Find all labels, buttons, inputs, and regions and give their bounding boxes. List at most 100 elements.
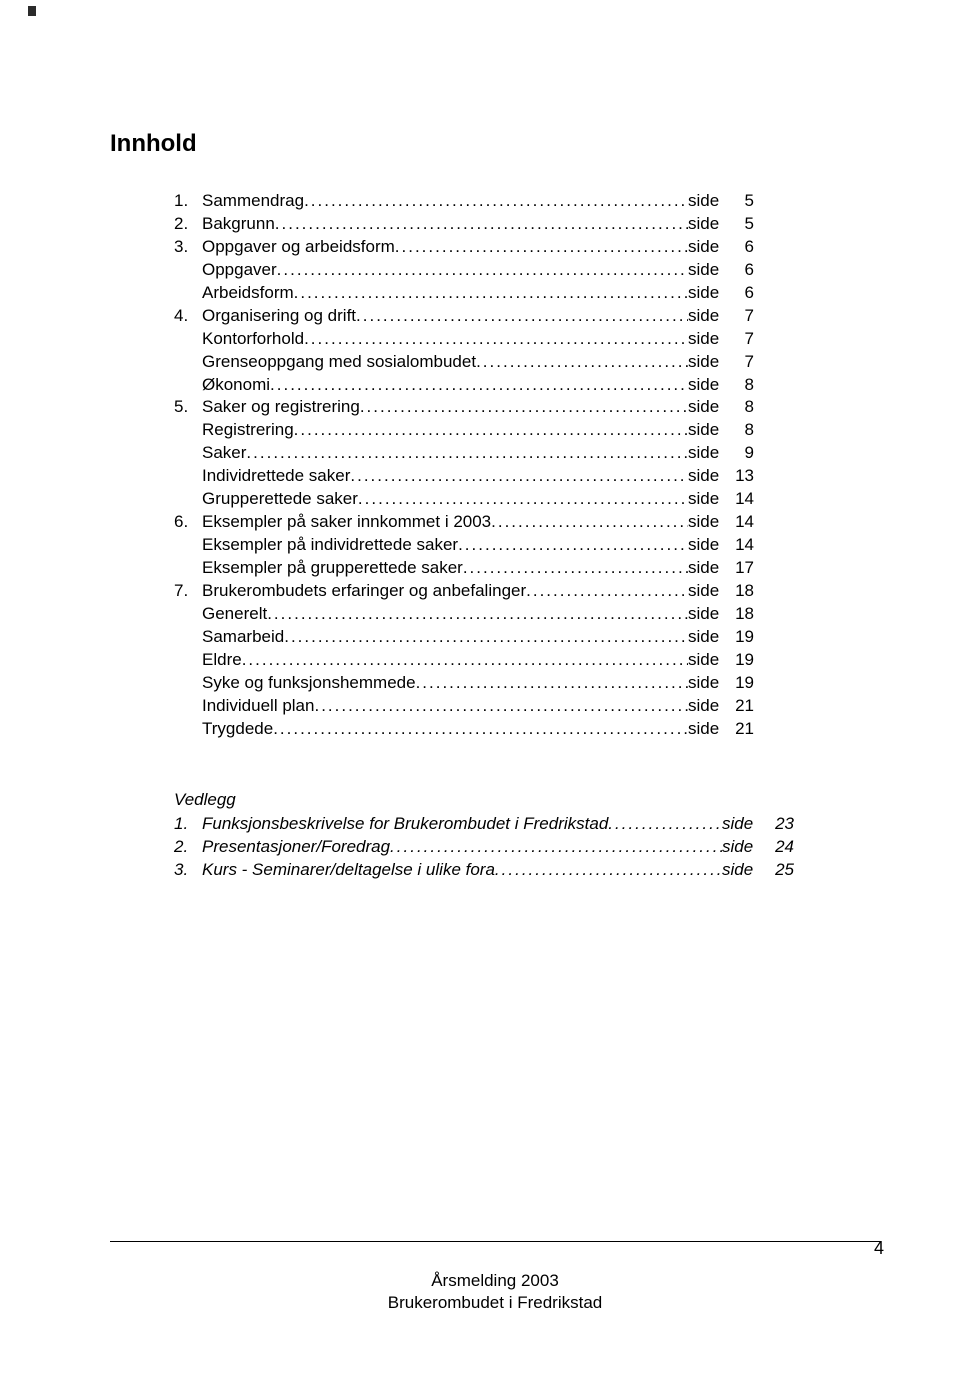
page-number: 4	[874, 1238, 884, 1259]
appendix-page-number: 23	[762, 813, 794, 836]
toc-label-wrap: Eldre	[202, 649, 688, 672]
appendix-number: 2.	[174, 836, 202, 859]
toc-label: Brukerombudets erfaringer og anbefalinge…	[202, 580, 526, 603]
toc-page-number: 14	[728, 534, 754, 557]
toc-label: Eksempler på individrettede saker	[202, 534, 458, 557]
toc-page-number: 19	[728, 672, 754, 695]
toc-page-number: 21	[728, 718, 754, 741]
toc-leader-dots	[395, 236, 688, 259]
toc-side-label: side	[688, 488, 728, 511]
toc-side-label: side	[688, 580, 728, 603]
toc-page-number: 7	[728, 305, 754, 328]
toc-label-wrap: Syke og funksjonshemmede	[202, 672, 688, 695]
appendix-row: 1.Funksjonsbeskrivelse for Brukerombudet…	[174, 813, 794, 836]
toc-label-wrap: Kontorforhold	[202, 328, 688, 351]
toc-page-number: 5	[728, 213, 754, 236]
appendix-row: 2.Presentasjoner/Foredragside24	[174, 836, 794, 859]
toc-side-label: side	[688, 465, 728, 488]
toc-side-label: side	[688, 236, 728, 259]
toc-row: Eksempler på grupperettede saker side17	[174, 557, 754, 580]
toc-row: 6.Eksempler på saker innkommet i 2003sid…	[174, 511, 754, 534]
appendix-list: 1.Funksjonsbeskrivelse for Brukerombudet…	[174, 813, 850, 882]
toc-page-number: 14	[728, 488, 754, 511]
appendix-label-wrap: Funksjonsbeskrivelse for Brukerombudet i…	[202, 813, 722, 836]
toc-label: Oppgaver	[202, 259, 277, 282]
toc-row: Grupperettede saker side14	[174, 488, 754, 511]
toc-page-number: 7	[728, 351, 754, 374]
toc-side-label: side	[688, 534, 728, 557]
toc-side-label: side	[688, 419, 728, 442]
toc-leader-dots	[526, 580, 688, 603]
page-footer: 4 Årsmelding 2003 Brukerombudet i Fredri…	[110, 1241, 880, 1314]
toc-row: Individuell planside21	[174, 695, 754, 718]
toc-leader-dots	[275, 213, 688, 236]
toc-row: 3.Oppgaver og arbeidsform side6	[174, 236, 754, 259]
table-of-contents: 1.Sammendragside52.Bakgrunnside53.Oppgav…	[174, 190, 850, 741]
toc-label: Sammendrag	[202, 190, 304, 213]
toc-number: 4.	[174, 305, 202, 328]
toc-label-wrap: Eksempler på individrettede saker	[202, 534, 688, 557]
toc-page-number: 17	[728, 557, 754, 580]
toc-label-wrap: Saker og registrering	[202, 396, 688, 419]
toc-number: 3.	[174, 236, 202, 259]
toc-label-wrap: Organisering og drift	[202, 305, 688, 328]
toc-row: Eldreside19	[174, 649, 754, 672]
toc-leader-dots	[416, 672, 688, 695]
toc-label-wrap: Sammendrag	[202, 190, 688, 213]
toc-side-label: side	[688, 695, 728, 718]
footer-line-1: Årsmelding 2003	[110, 1270, 880, 1292]
toc-row: Arbeidsformside6	[174, 282, 754, 305]
toc-label: Trygdede	[202, 718, 273, 741]
toc-side-label: side	[688, 374, 728, 397]
toc-leader-dots	[314, 695, 688, 718]
toc-side-label: side	[688, 603, 728, 626]
toc-row: Syke og funksjonshemmedeside19	[174, 672, 754, 695]
toc-page-number: 6	[728, 259, 754, 282]
toc-leader-dots	[284, 626, 688, 649]
toc-side-label: side	[688, 282, 728, 305]
toc-label: Eldre	[202, 649, 242, 672]
appendix-title: Vedlegg	[174, 789, 850, 812]
toc-page-number: 7	[728, 328, 754, 351]
appendix-label: Funksjonsbeskrivelse for Brukerombudet i…	[202, 813, 608, 836]
document-page: Innhold 1.Sammendragside52.Bakgrunnside5…	[0, 0, 960, 1384]
toc-label: Saker og registrering	[202, 396, 360, 419]
appendix-row: 3.Kurs - Seminarer/deltagelse i ulike fo…	[174, 859, 794, 882]
appendix-page-number: 25	[762, 859, 794, 882]
toc-page-number: 14	[728, 511, 754, 534]
appendix-label-wrap: Kurs - Seminarer/deltagelse i ulike fora	[202, 859, 722, 882]
appendix-leader-dots	[390, 836, 722, 859]
toc-label: Individuell plan	[202, 695, 314, 718]
toc-label: Grupperettede saker	[202, 488, 358, 511]
toc-page-number: 6	[728, 236, 754, 259]
toc-label: Eksempler på grupperettede saker	[202, 557, 463, 580]
appendix-label-wrap: Presentasjoner/Foredrag	[202, 836, 722, 859]
toc-row: Kontorforholdside7	[174, 328, 754, 351]
toc-side-label: side	[688, 396, 728, 419]
toc-label: Eksempler på saker innkommet i 2003	[202, 511, 491, 534]
toc-side-label: side	[688, 626, 728, 649]
footer-text: Årsmelding 2003 Brukerombudet i Fredriks…	[110, 1270, 880, 1314]
toc-side-label: side	[688, 649, 728, 672]
toc-row: 4.Organisering og driftside7	[174, 305, 754, 328]
toc-row: 1.Sammendragside5	[174, 190, 754, 213]
toc-label-wrap: Registrering	[202, 419, 688, 442]
toc-row: Individrettede sakerside13	[174, 465, 754, 488]
toc-label: Økonomi	[202, 374, 270, 397]
toc-page-number: 9	[728, 442, 754, 465]
toc-label: Samarbeid	[202, 626, 284, 649]
toc-number: 5.	[174, 396, 202, 419]
toc-row: Registreringside8	[174, 419, 754, 442]
toc-leader-dots	[360, 396, 688, 419]
toc-label: Generelt	[202, 603, 267, 626]
toc-side-label: side	[688, 190, 728, 213]
toc-page-number: 13	[728, 465, 754, 488]
toc-row: Grenseoppgang med sosialombudetside7	[174, 351, 754, 374]
footer-separator: 4	[110, 1241, 880, 1242]
toc-label: Saker	[202, 442, 246, 465]
toc-leader-dots	[476, 351, 688, 374]
toc-label: Oppgaver og arbeidsform	[202, 236, 395, 259]
toc-side-label: side	[688, 557, 728, 580]
toc-label: Arbeidsform	[202, 282, 294, 305]
toc-leader-dots	[242, 649, 688, 672]
